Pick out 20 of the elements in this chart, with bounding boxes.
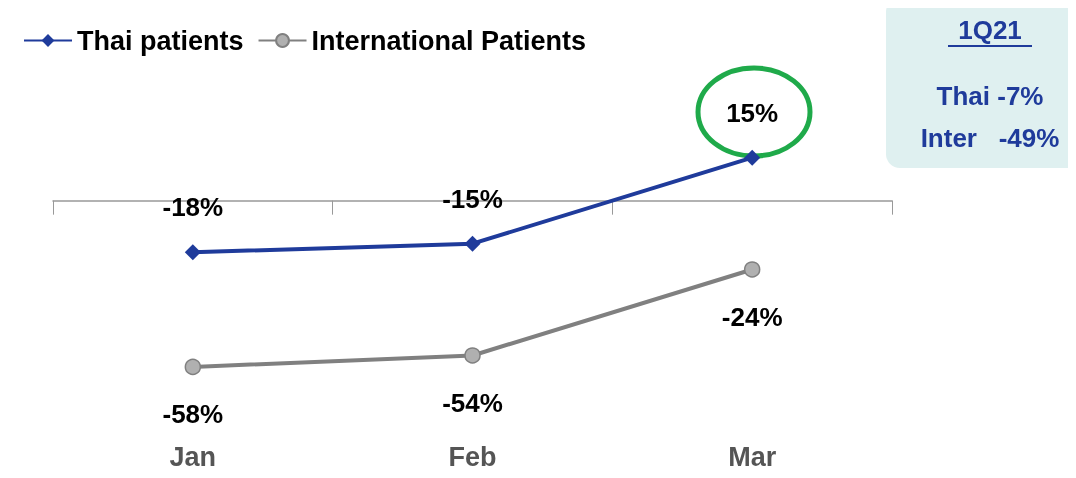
point <box>743 261 761 278</box>
data-label: -15% <box>442 183 503 214</box>
x-tick-label: Jan <box>169 441 217 472</box>
x-tick-label: Feb <box>448 441 497 472</box>
data-label: -24% <box>721 301 783 332</box>
point <box>464 235 481 252</box>
legend-label: International Patients <box>311 25 587 56</box>
legend-label: Thai patients <box>77 25 244 56</box>
point <box>184 244 201 261</box>
data-label: 15% <box>726 97 779 128</box>
point <box>744 149 761 166</box>
text: Thai -7% <box>936 81 1044 111</box>
point <box>464 347 481 364</box>
point <box>184 358 202 376</box>
data-label: -54% <box>442 387 503 418</box>
text: 1Q21 <box>958 15 1022 45</box>
data-label: -18% <box>162 192 224 223</box>
data-label: -58% <box>162 399 224 430</box>
x-tick-label: Mar <box>728 441 777 472</box>
text: Inter -49% <box>920 123 1060 153</box>
